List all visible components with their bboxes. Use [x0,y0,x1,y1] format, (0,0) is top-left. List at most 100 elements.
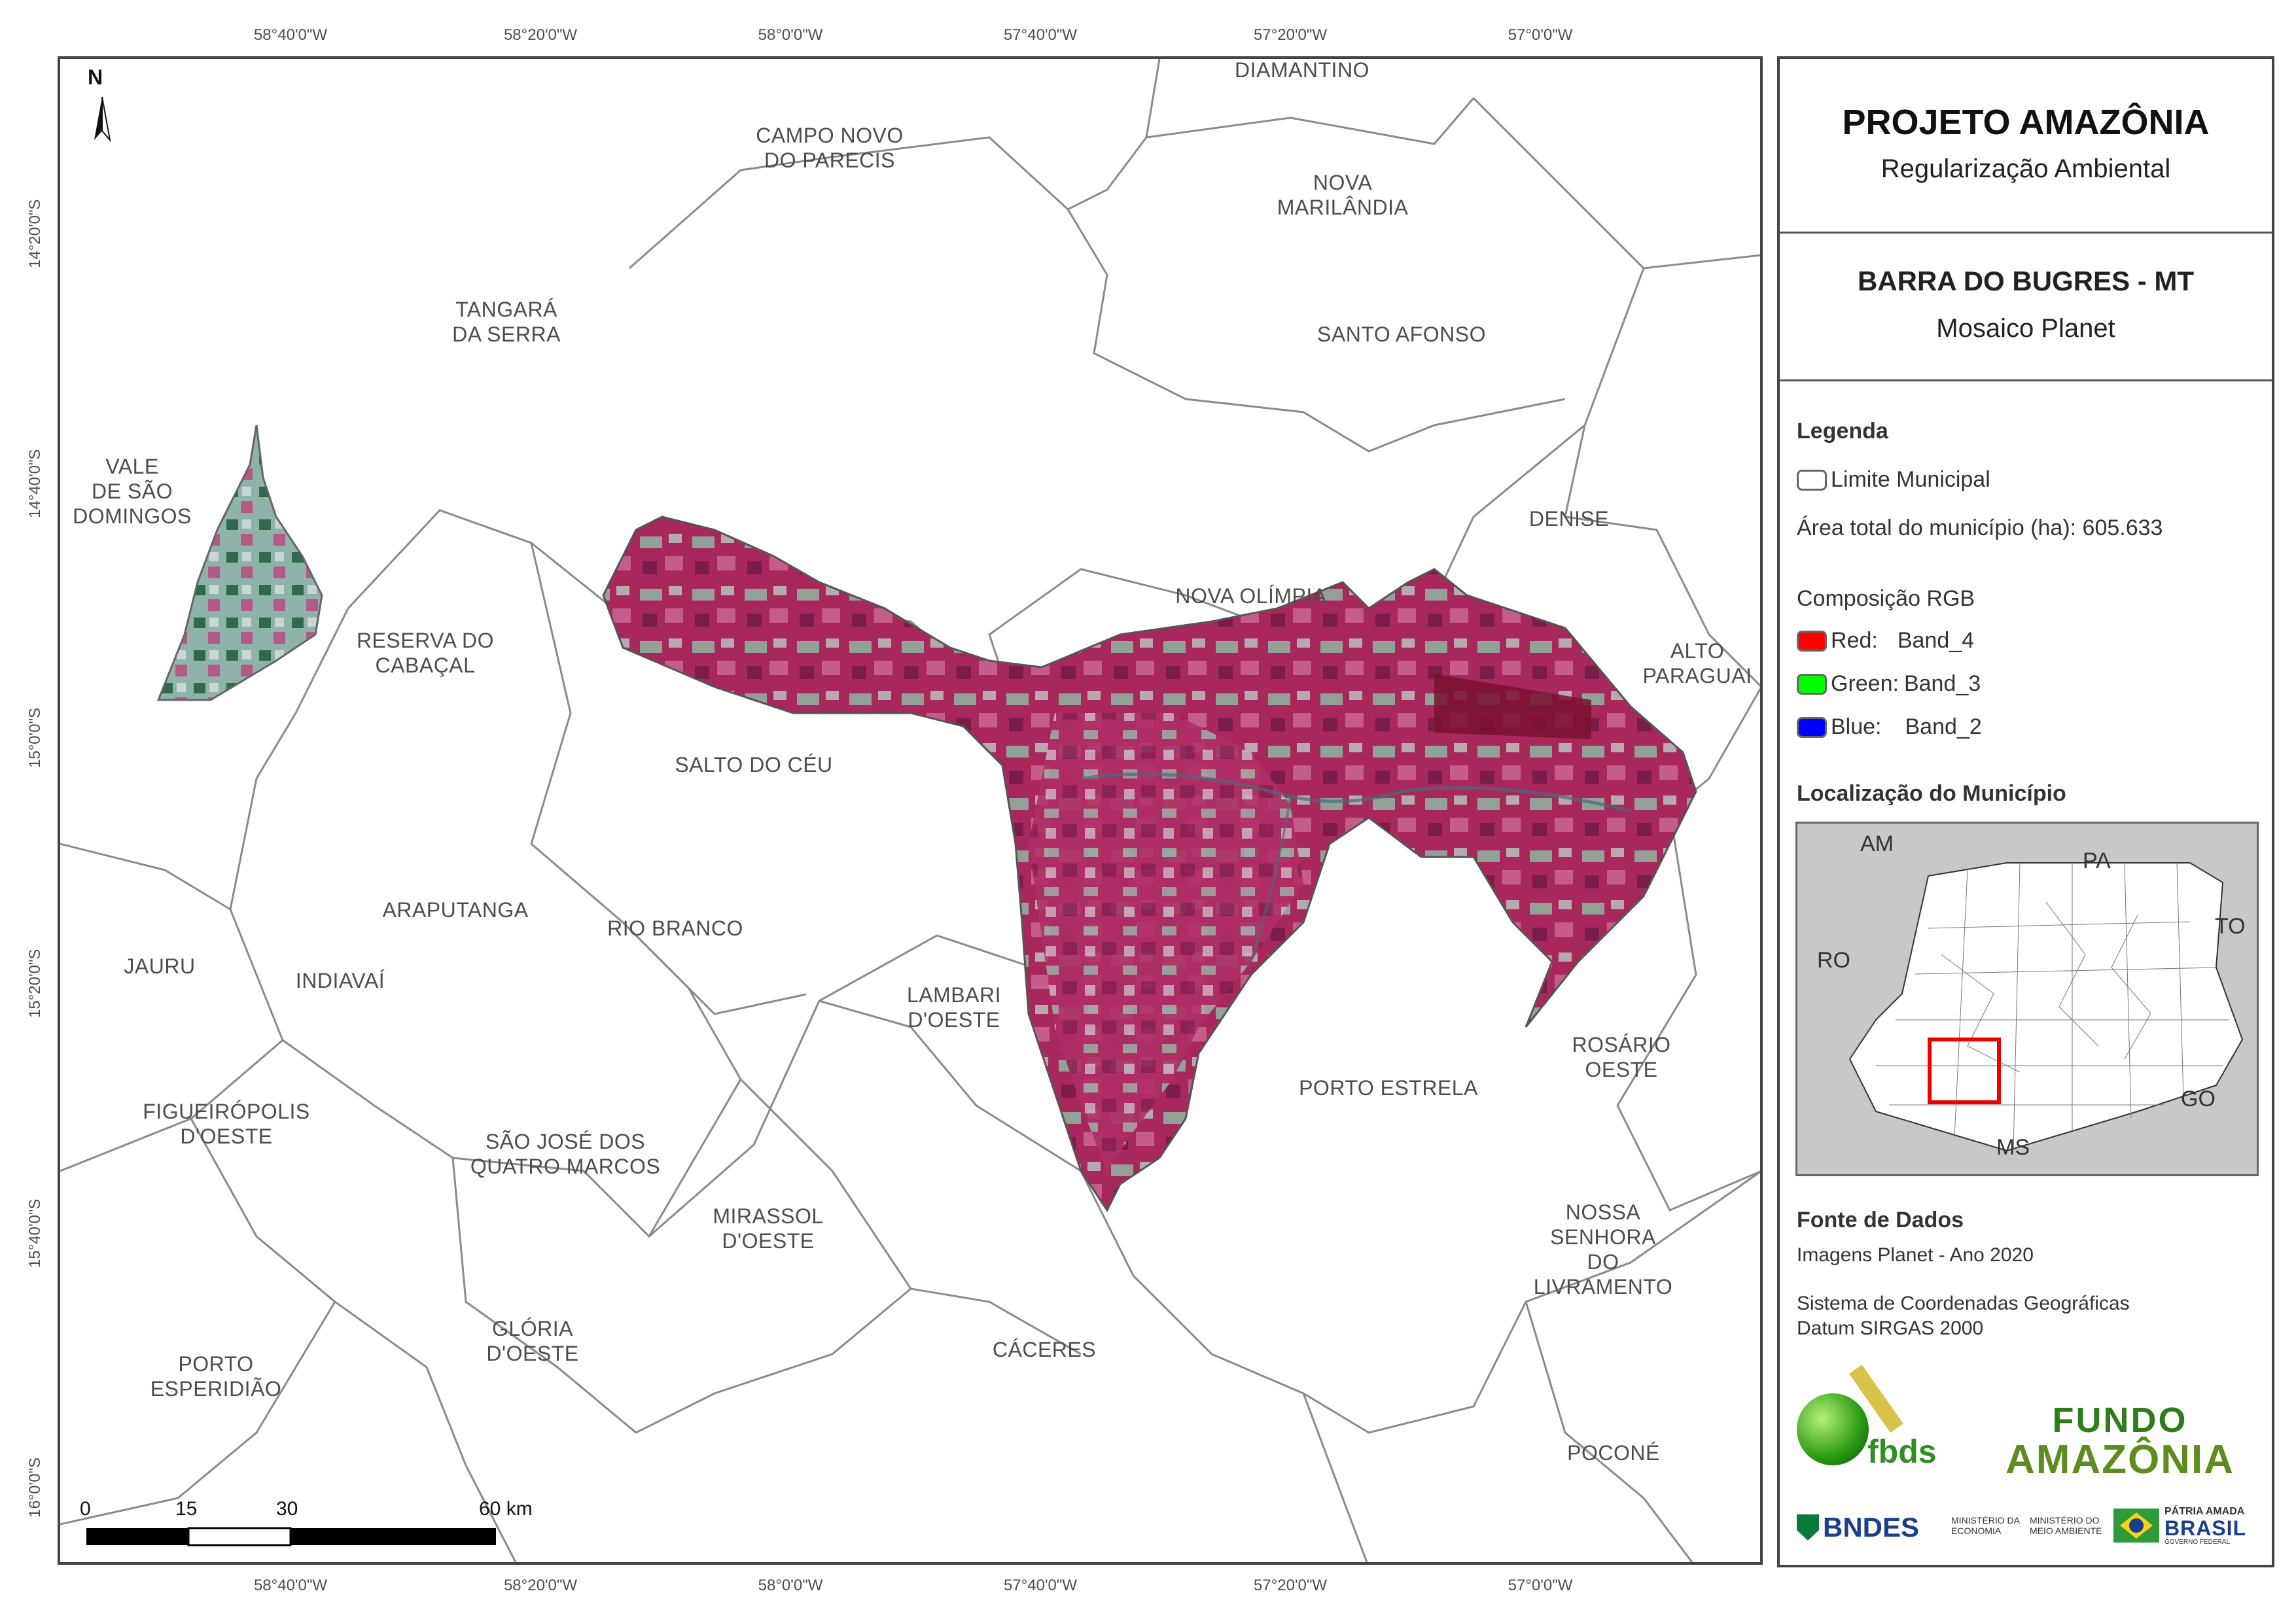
ministerio-economia: MINISTÉRIO DA ECONOMIA [1951,1515,2021,1536]
coord-bottom-1: 58°40'0"W [253,1577,328,1594]
coord-bottom-6: 57°0'0"W [1508,1577,1573,1594]
crs-line-1: Sistema de Coordenadas Geográficas [1797,1293,2130,1314]
coord-top-3: 58°0'0"W [758,26,823,44]
inset-label-am: AM [1860,831,1894,856]
coord-left-2: 14°40'0"S [26,449,44,518]
band-row-blue: Blue: Band_2 [1797,714,1982,740]
fbds-logo: fbds [1797,1365,1954,1472]
river-branch [1250,797,1292,962]
source-text: Imagens Planet - Ano 2020 [1797,1244,2034,1266]
limit-label: Limite Municipal [1831,467,1990,492]
rgb-title: Composição RGB [1797,586,1975,611]
place-pocone: POCONÉ [1567,1441,1660,1465]
place-campo-novo: CAMPO NOVO DO PARECIS [756,124,904,172]
area-label: Área total do município (ha): 605.633 [1797,515,2163,540]
band-blue-value: Band_2 [1905,714,1982,739]
coord-left-1: 14°20'0"S [26,199,44,268]
patria-line-1: PÁTRIA AMADA [2164,1506,2245,1517]
fundo-amazonia-logo: FUNDO AMAZÔNIA [1983,1400,2257,1485]
separator-1 [1780,232,2272,234]
coord-top-1: 58°40'0"W [253,26,328,44]
scale-bar [86,1527,496,1546]
brazil-flag-icon [2113,1509,2159,1543]
band-row-red: Red: Band_4 [1797,628,1974,654]
place-vale-sao-domingos: VALE DE SÃO DOMINGOS [73,455,192,528]
place-santo-afonso: SANTO AFONSO [1317,323,1486,346]
place-araputanga: ARAPUTANGA [382,898,529,922]
legend-title: Legenda [1797,419,1888,444]
coord-top-6: 57°0'0"W [1508,26,1573,44]
place-alto-paraguai: ALTO PARAGUAI [1642,639,1752,688]
patria-line-3: GOVERNO FEDERAL [2164,1539,2231,1546]
patria-amada-logo: PÁTRIA AMADA BRASIL GOVERNO FEDERAL [2113,1505,2257,1550]
inset-label-ro: RO [1817,948,1850,973]
place-gloria: GLÓRIA D'OESTE [486,1317,579,1365]
place-nossa-senhora: NOSSA SENHORA DO LIVRAMENTO [1533,1200,1673,1299]
place-reserva-cabacal: RESERVA DO CABAÇAL [356,629,495,677]
place-lambari: LAMBARI D'OESTE [907,983,1001,1032]
place-salto-do-ceu: SALTO DO CÉU [675,753,833,777]
limit-swatch-icon [1797,469,1827,491]
red-swatch-icon [1797,630,1827,652]
green-swatch-icon [1797,673,1827,695]
north-arrow-label: N [88,65,103,89]
municipality-title: BARRA DO BUGRES - MT [1857,266,2195,296]
band-red-label: Red: [1831,628,1878,653]
coord-bottom-2: 58°20'0"W [503,1577,578,1594]
band-blue-label: Blue: [1831,714,1882,739]
inset-label-to: TO [2215,914,2246,939]
project-subtitle: Regularização Ambiental [1881,154,2171,183]
place-rosario-oeste: ROSÁRIO OESTE [1572,1033,1671,1081]
inset-highlight [1928,1038,2001,1104]
coord-top-5: 57°20'0"W [1253,26,1328,44]
bndes-logo: BNDES [1797,1511,1919,1544]
place-mirassol: MIRASSOL D'OESTE [713,1204,824,1253]
coord-left-6: 16°0'0"S [26,1457,44,1518]
project-title: PROJETO AMAZÔNIA [1842,103,2210,142]
blue-swatch-icon [1797,716,1827,738]
dark-block [1434,674,1591,739]
place-rio-branco: RIO BRANCO [607,916,743,940]
coord-left-5: 15°40'0"S [26,1198,44,1268]
legend-limit-row: Limite Municipal [1797,467,1990,493]
inset-map-canvas [1848,862,2244,1152]
map-frame[interactable]: N 0 15 30 60 km DIAMANTINO CAMPO NOVO DO… [58,56,1763,1565]
band-red-value: Band_4 [1897,628,1975,653]
municipality-raster-detail [1029,713,1303,1171]
bndes-mark-icon [1797,1514,1819,1541]
vale-sao-domingos-raster [156,425,323,701]
place-sao-jose: SÃO JOSÉ DOS QUATRO MARCOS [470,1130,661,1178]
band-green-value: Band_3 [1903,671,1981,696]
scale-label-60: 60 km [479,1498,533,1520]
coord-left-3: 15°0'0"S [26,707,44,768]
legend-panel: PROJETO AMAZÔNIA Regularização Ambiental… [1777,56,2274,1567]
mosaic-label: Mosaico Planet [1936,314,2115,343]
inset-map: AM PA RO TO GO MS [1795,822,2259,1176]
place-figueiropolis: FIGUEIRÓPOLIS D'OESTE [143,1100,310,1148]
place-denise: DENISE [1528,507,1610,531]
place-indiavai: INDIAVAÍ [295,969,385,992]
patria-line-2: BRASIL [2164,1516,2247,1540]
river-line [1080,772,1631,813]
band-row-green: Green: Band_3 [1797,671,1981,697]
fundo-text: FUNDO [2052,1401,2188,1440]
inset-label-pa: PA [2083,848,2111,873]
source-title: Fonte de Dados [1797,1208,1964,1232]
coord-top-4: 57°40'0"W [1003,26,1078,44]
crs-line-2: Datum SIRGAS 2000 [1797,1318,1984,1339]
place-jauru: JAURU [124,954,196,978]
place-diamantino: DIAMANTINO [1235,58,1369,82]
place-caceres: CÁCERES [992,1338,1097,1361]
scale-label-15: 15 [175,1498,198,1520]
separator-2 [1780,379,2272,381]
place-porto-estrela: PORTO ESTRELA [1299,1076,1478,1100]
scale-label-30: 30 [276,1498,298,1520]
coord-bottom-4: 57°40'0"W [1003,1577,1078,1594]
coord-bottom-5: 57°20'0"W [1253,1577,1328,1594]
place-tangara: TANGARÁ DA SERRA [452,298,561,346]
coord-top-2: 58°20'0"W [503,26,578,44]
fbds-globe-icon [1797,1393,1869,1465]
place-nova-olimpia: NOVA OLÍMPIA [1175,584,1327,608]
fbds-text: fbds [1867,1433,1937,1470]
coord-bottom-3: 58°0'0"W [758,1577,823,1594]
